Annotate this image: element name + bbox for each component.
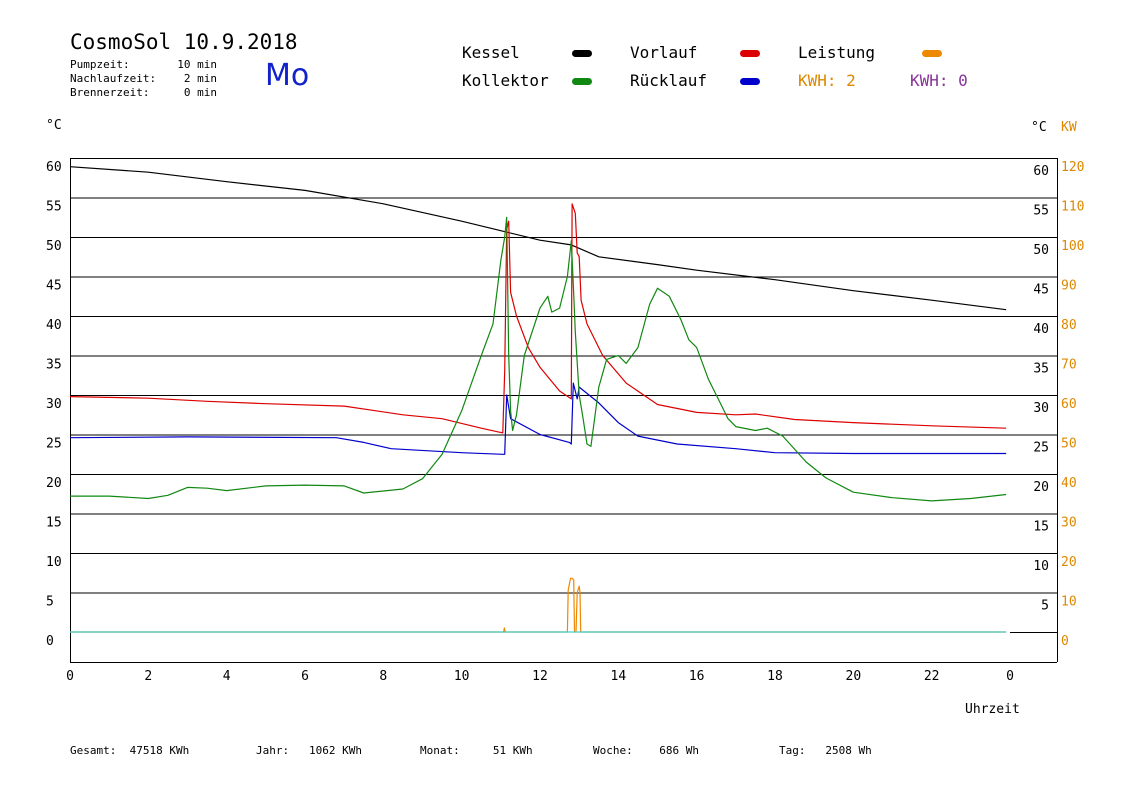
legend-kwh-brenner: KWH: 0 <box>910 71 968 90</box>
right-tick-kw-40: 40 <box>1061 476 1077 491</box>
info-brennerzeit-label: Brennerzeit: <box>70 86 150 99</box>
series-leistung <box>70 577 1007 633</box>
legend-kessel-label: Kessel <box>462 43 520 62</box>
x-tick-1: 2 <box>144 669 152 684</box>
legend-ruecklauf-swatch <box>740 78 760 85</box>
left-tick-40: 40 <box>46 318 62 333</box>
x-tick-8: 16 <box>689 669 705 684</box>
right-tick-kw-80: 80 <box>1061 318 1077 333</box>
left-tick-20: 20 <box>46 476 62 491</box>
info-nachlaufzeit-label: Nachlaufzeit: <box>70 72 157 85</box>
footer-jahr: Jahr: 1062 KWh <box>256 744 362 757</box>
footer-monat: Monat: 51 KWh <box>420 744 533 757</box>
series-kollektor <box>70 216 1007 502</box>
info-pumpzeit-value: 10 min <box>177 58 217 71</box>
legend-kessel-swatch <box>572 50 592 57</box>
right-tick-c-20: 20 <box>1033 480 1049 495</box>
series-vorlauf <box>69 203 1007 434</box>
info-brennerzeit-value: 0 min <box>183 86 217 99</box>
left-tick-10: 10 <box>46 555 62 570</box>
left-tick-60: 60 <box>46 160 62 175</box>
right-tick-kw-20: 20 <box>1061 555 1077 570</box>
x-tick-3: 6 <box>301 669 309 684</box>
left-tick-50: 50 <box>46 239 62 254</box>
legend-leistung-label: Leistung <box>798 43 876 62</box>
right-tick-kw-60: 60 <box>1061 397 1077 412</box>
weekday-label: Mo <box>265 58 310 93</box>
x-tick-9: 18 <box>767 669 783 684</box>
left-tick-25: 25 <box>46 437 62 452</box>
x-tick-0: 0 <box>66 669 74 684</box>
x-tick-2: 4 <box>223 669 231 684</box>
right-tick-c-30: 30 <box>1033 401 1049 416</box>
series-r-cklauf <box>69 382 1007 455</box>
info-pumpzeit-label: Pumpzeit: <box>70 58 130 71</box>
left-tick-35: 35 <box>46 358 62 373</box>
right-tick-kw-10: 10 <box>1061 595 1077 610</box>
right-tick-c-25: 25 <box>1033 441 1049 456</box>
left-tick-15: 15 <box>46 516 62 531</box>
x-axis-label: Uhrzeit <box>965 702 1020 717</box>
right-tick-kw-70: 70 <box>1061 358 1077 373</box>
right-tick-c-50: 50 <box>1033 243 1049 258</box>
legend-leistung-swatch <box>922 50 942 57</box>
right-tick-c-40: 40 <box>1033 322 1049 337</box>
left-tick-0: 0 <box>46 634 54 649</box>
legend-ruecklauf-label: Rücklauf <box>630 71 708 90</box>
right-tick-c-45: 45 <box>1033 283 1049 298</box>
x-tick-5: 10 <box>454 669 470 684</box>
right-tick-kw-30: 30 <box>1061 516 1077 531</box>
left-tick-5: 5 <box>46 595 54 610</box>
right-tick-kw-100: 100 <box>1061 239 1084 254</box>
x-tick-6: 12 <box>532 669 548 684</box>
series-kessel <box>69 166 1007 311</box>
x-tick-4: 8 <box>379 669 387 684</box>
x-tick-7: 14 <box>611 669 627 684</box>
right-tick-kw-110: 110 <box>1061 200 1084 215</box>
right-tick-kw-120: 120 <box>1061 160 1084 175</box>
x-tick-12: 0 <box>1006 669 1014 684</box>
right-tick-c-15: 15 <box>1033 520 1049 535</box>
left-tick-55: 55 <box>46 200 62 215</box>
footer-tag: Tag: 2508 Wh <box>779 744 872 757</box>
right-tick-kw-90: 90 <box>1061 279 1077 294</box>
page-title: CosmoSol 10.9.2018 <box>70 30 298 54</box>
x-tick-11: 22 <box>924 669 940 684</box>
right-tick-c-60: 60 <box>1033 164 1049 179</box>
right-tick-kw-0: 0 <box>1061 634 1069 649</box>
legend-vorlauf-swatch <box>740 50 760 57</box>
legend-kollektor-swatch <box>572 78 592 85</box>
footer-gesamt: Gesamt: 47518 KWh <box>70 744 190 757</box>
legend-kollektor-label: Kollektor <box>462 71 549 90</box>
right-axis-unit-celsius: °C <box>1031 120 1047 135</box>
x-tick-10: 20 <box>846 669 862 684</box>
right-tick-c-55: 55 <box>1033 204 1049 219</box>
right-tick-c-35: 35 <box>1033 362 1049 377</box>
legend-kwh-solar: KWH: 2 <box>798 71 856 90</box>
right-axis-unit-kw: KW <box>1061 120 1077 135</box>
left-axis-unit: °C <box>46 118 62 133</box>
right-tick-c-10: 10 <box>1033 559 1049 574</box>
footer-woche: Woche: 686 Wh <box>593 744 699 757</box>
info-nachlaufzeit-value: 2 min <box>183 72 217 85</box>
left-tick-30: 30 <box>46 397 62 412</box>
right-tick-c-5: 5 <box>1041 599 1049 614</box>
right-tick-kw-50: 50 <box>1061 437 1077 452</box>
left-tick-45: 45 <box>46 279 62 294</box>
legend-vorlauf-label: Vorlauf <box>630 43 698 62</box>
